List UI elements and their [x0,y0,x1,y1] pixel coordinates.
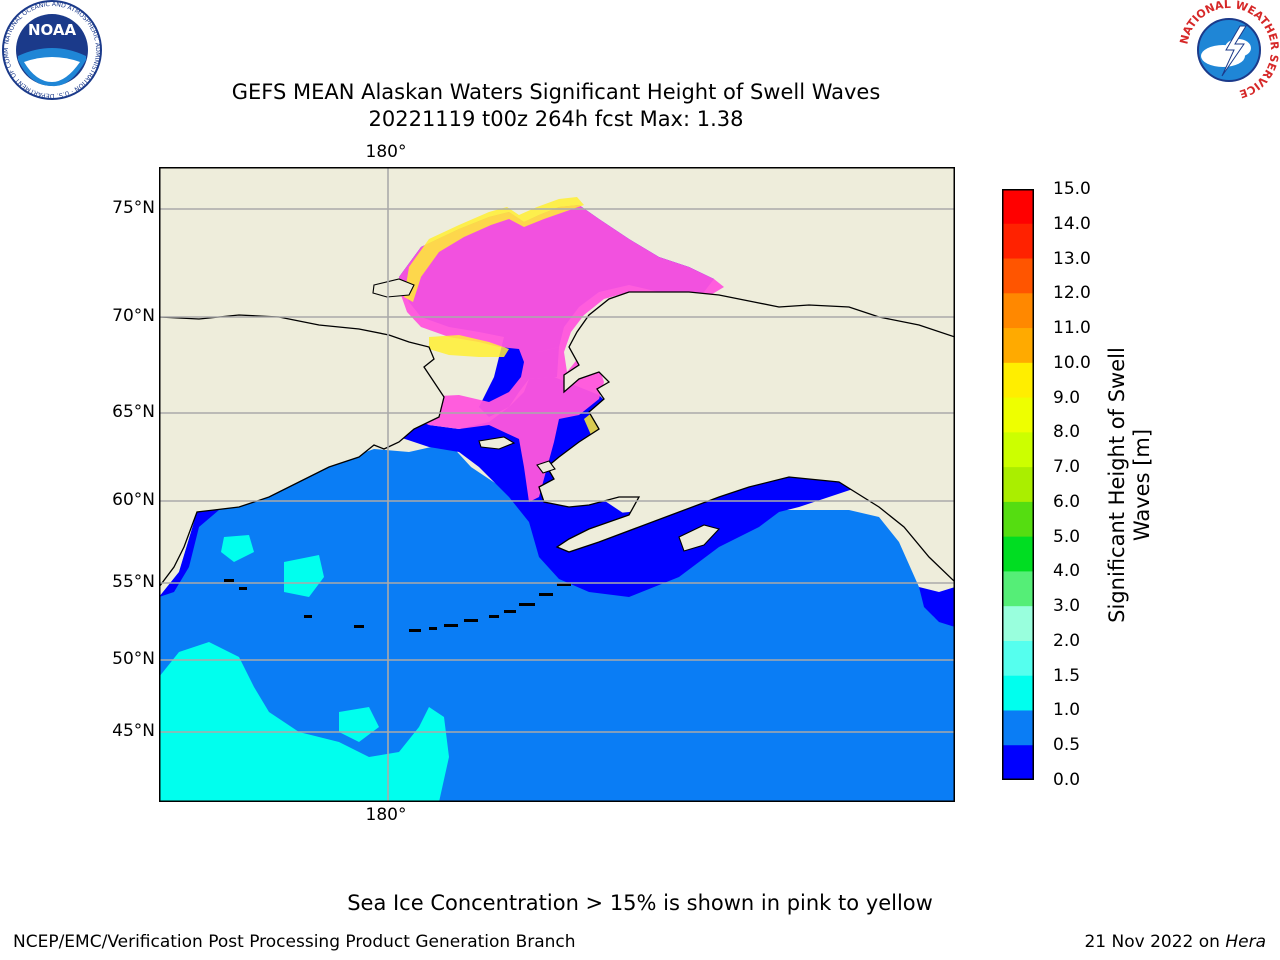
lat-label-75: 75°N [112,198,155,218]
colorbar-bin [1002,710,1034,746]
map-panel [159,167,955,802]
footer-host: Hera [1225,932,1266,952]
colorbar-bin [1002,223,1034,260]
colorbar-bin [1002,640,1034,677]
footer-date-text: 21 Nov 2022 on [1084,932,1226,952]
sea-ice-yellow [429,335,509,357]
footer-credit: NCEP/EMC/Verification Post Processing Pr… [13,932,576,952]
colorbar-tick: 5.0 [1053,527,1081,547]
land-nunivak [536,460,556,474]
colorbar-bin [1002,536,1034,572]
colorbar-bin [1002,467,1034,503]
ocean-swell-0-0.5-west [159,510,219,597]
land-st-lawrence [478,436,516,450]
colorbar-frame [1002,189,1034,780]
land-kodiak [678,524,721,552]
colorbar-bin [1002,745,1034,781]
lat-label-55: 55°N [112,572,155,592]
colorbar-tick: 10.0 [1053,353,1091,373]
colorbar-bin [1002,258,1034,294]
ocean-swell-0-0.5-se [919,587,955,627]
colorbar-bins [1002,188,1038,781]
colorbar-tick: 15.0 [1053,179,1091,199]
colorbar-tick: 0.0 [1053,770,1081,790]
colorbar-title: Significant Height of Swell Waves [m] [1105,347,1154,623]
lat-label-50: 50°N [112,649,155,669]
sea-ice-pink [374,205,724,502]
graticule [159,167,955,802]
colorbar-tick: 2.0 [1053,631,1081,651]
colorbar-bin [1002,362,1034,399]
colorbar-tick: 8.0 [1053,422,1081,442]
lon-label-top: 180° [365,142,407,162]
colorbar-tick: 12.0 [1053,283,1091,303]
lat-label-45: 45°N [112,721,155,741]
land-wrangel [372,278,415,298]
colorbar-bin [1002,189,1034,225]
colorbar-bin [1002,606,1034,642]
ocean-swell-1-1.5-patch [284,555,324,597]
colorbar-tick: 7.0 [1053,457,1081,477]
colorbar-tick: 4.0 [1053,561,1081,581]
ocean-swell-1-1.5 [159,642,449,802]
colorbar-tick: 0.5 [1053,735,1081,755]
colorbar-bin [1002,571,1034,607]
lat-label-70: 70°N [112,306,155,326]
colorbar-tick: 1.5 [1053,666,1081,686]
colorbar-tick: 11.0 [1053,318,1091,338]
colorbar-tick: 14.0 [1053,214,1091,234]
ocean-swell-1-1.5-patch [339,707,379,742]
colorbar-bin [1002,328,1034,364]
page-title: GEFS MEAN Alaskan Waters Significant Hei… [231,80,881,104]
colorbar [1002,188,1038,781]
land-alaska [538,291,955,583]
colorbar-tick: 6.0 [1053,492,1081,512]
lat-label-60: 60°N [112,490,155,510]
colorbar-bin [1002,293,1034,329]
colorbar-bin [1002,675,1034,711]
sea-ice-yellow [404,197,584,302]
nws-logo: NATIONAL WEATHER SERVICE [1177,0,1280,101]
noaa-logo-text: NOAA [28,21,77,39]
colorbar-tick: 13.0 [1053,249,1091,269]
colorbar-tick: 1.0 [1053,700,1081,720]
lat-label-65: 65°N [112,402,155,422]
lon-label-bottom: 180° [365,805,407,825]
sea-ice-note: Sea Ice Concentration > 15% is shown in … [347,891,933,915]
footer-date: 21 Nov 2022 on Hera [1084,932,1266,952]
colorbar-tick: 9.0 [1053,388,1081,408]
ocean-swell-1-1.5-patch [221,535,254,562]
noaa-logo: NATIONAL OCEANIC AND ATMOSPHERIC ADMINIS… [0,0,104,100]
colorbar-bin [1002,397,1034,433]
colorbar-bin [1002,501,1034,538]
colorbar-tick: 3.0 [1053,596,1081,616]
aleutian-islands [224,579,571,632]
map-frame [159,167,955,802]
ocean-swell-0-0.5-gulf [579,467,899,587]
colorbar-bin [1002,432,1034,468]
land-siberia [159,314,445,589]
page-subtitle: 20221119 t00z 264h fcst Max: 1.38 [368,107,744,131]
